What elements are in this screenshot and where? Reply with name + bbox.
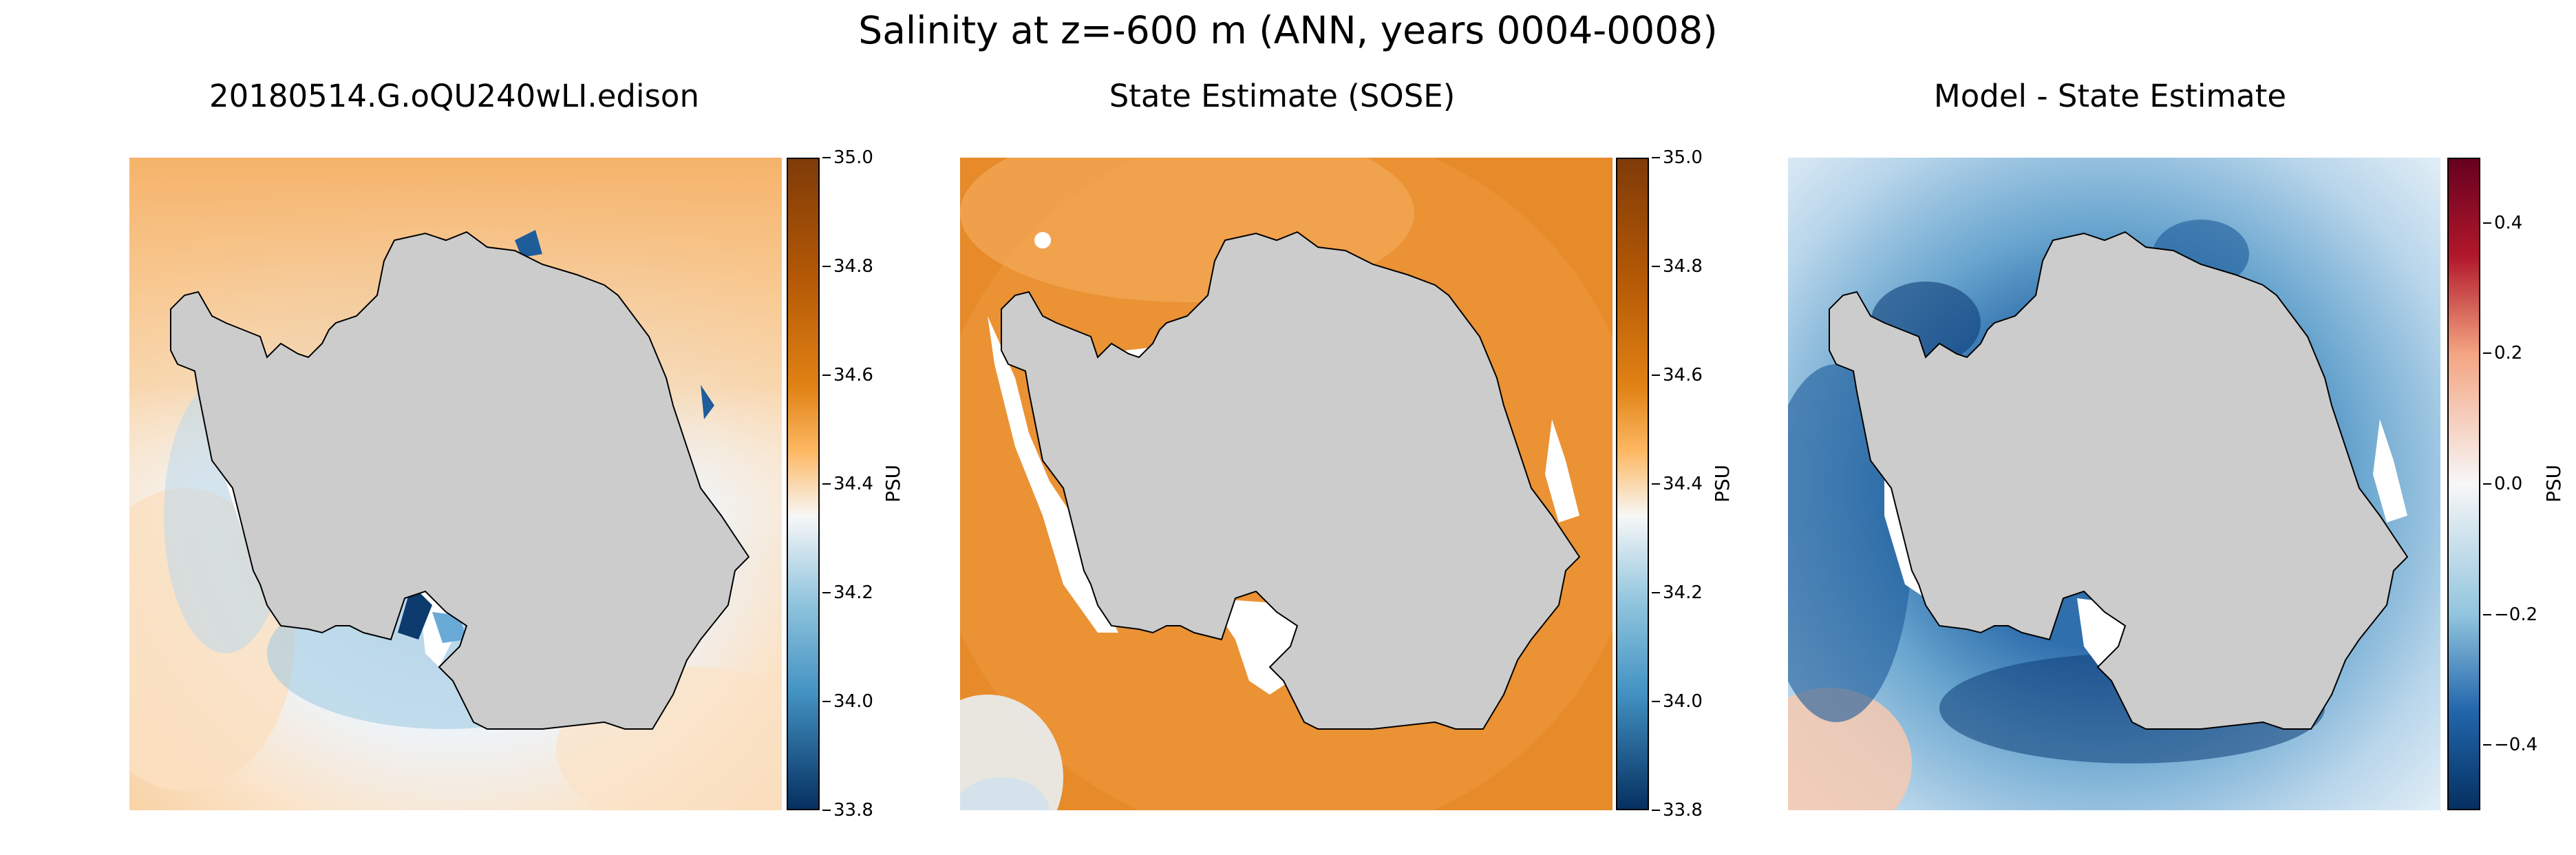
colorbar-2-tick: 34.2 [1652, 582, 1703, 603]
colorbar-1-label: PSU [882, 464, 904, 503]
colorbar-1-tick: 34.2 [822, 582, 873, 603]
panel-1-map [129, 158, 782, 810]
colorbar-3-label: PSU [2542, 464, 2565, 503]
colorbar-1-tick: 34.6 [822, 365, 873, 386]
colorbar-2-tick: 35.0 [1652, 147, 1703, 168]
colorbar-3-tick: −0.2 [2482, 604, 2538, 625]
colorbar-2 [1616, 158, 1649, 810]
colorbar-1 [787, 158, 820, 810]
colorbar-1-tick: 33.8 [822, 800, 873, 821]
colorbar-2-tick: 34.6 [1652, 365, 1703, 386]
colorbar-2-tick: 34.0 [1652, 691, 1703, 712]
colorbar-1-tick: 34.4 [822, 474, 873, 494]
colorbar-3-tick: 0.0 [2482, 474, 2523, 494]
panel-2-title: State Estimate (SOSE) [1109, 78, 1456, 114]
panel-3-title: Model - State Estimate [1933, 78, 2287, 114]
panel-3-map [1788, 158, 2440, 810]
colorbar-3-tick: 0.2 [2482, 343, 2523, 364]
colorbar-3-tick: −0.4 [2482, 735, 2538, 756]
colorbar-2-tick: 34.8 [1652, 256, 1703, 277]
colorbar-2-label: PSU [1711, 464, 1734, 503]
colorbar-2-tick: 34.4 [1652, 474, 1703, 494]
colorbar-2-tick: 33.8 [1652, 800, 1703, 821]
colorbar-1-tick: 35.0 [822, 147, 873, 168]
colorbar-1-tick: 34.8 [822, 256, 873, 277]
colorbar-1-tick: 34.0 [822, 691, 873, 712]
colorbar-3 [2447, 158, 2480, 810]
panel-1-title: 20180514.G.oQU240wLI.edison [209, 78, 699, 114]
figure-title: Salinity at z=-600 m (ANN, years 0004-00… [858, 8, 1718, 52]
colorbar-3-tick: 0.4 [2482, 212, 2523, 233]
panel-2-map [960, 158, 1612, 810]
